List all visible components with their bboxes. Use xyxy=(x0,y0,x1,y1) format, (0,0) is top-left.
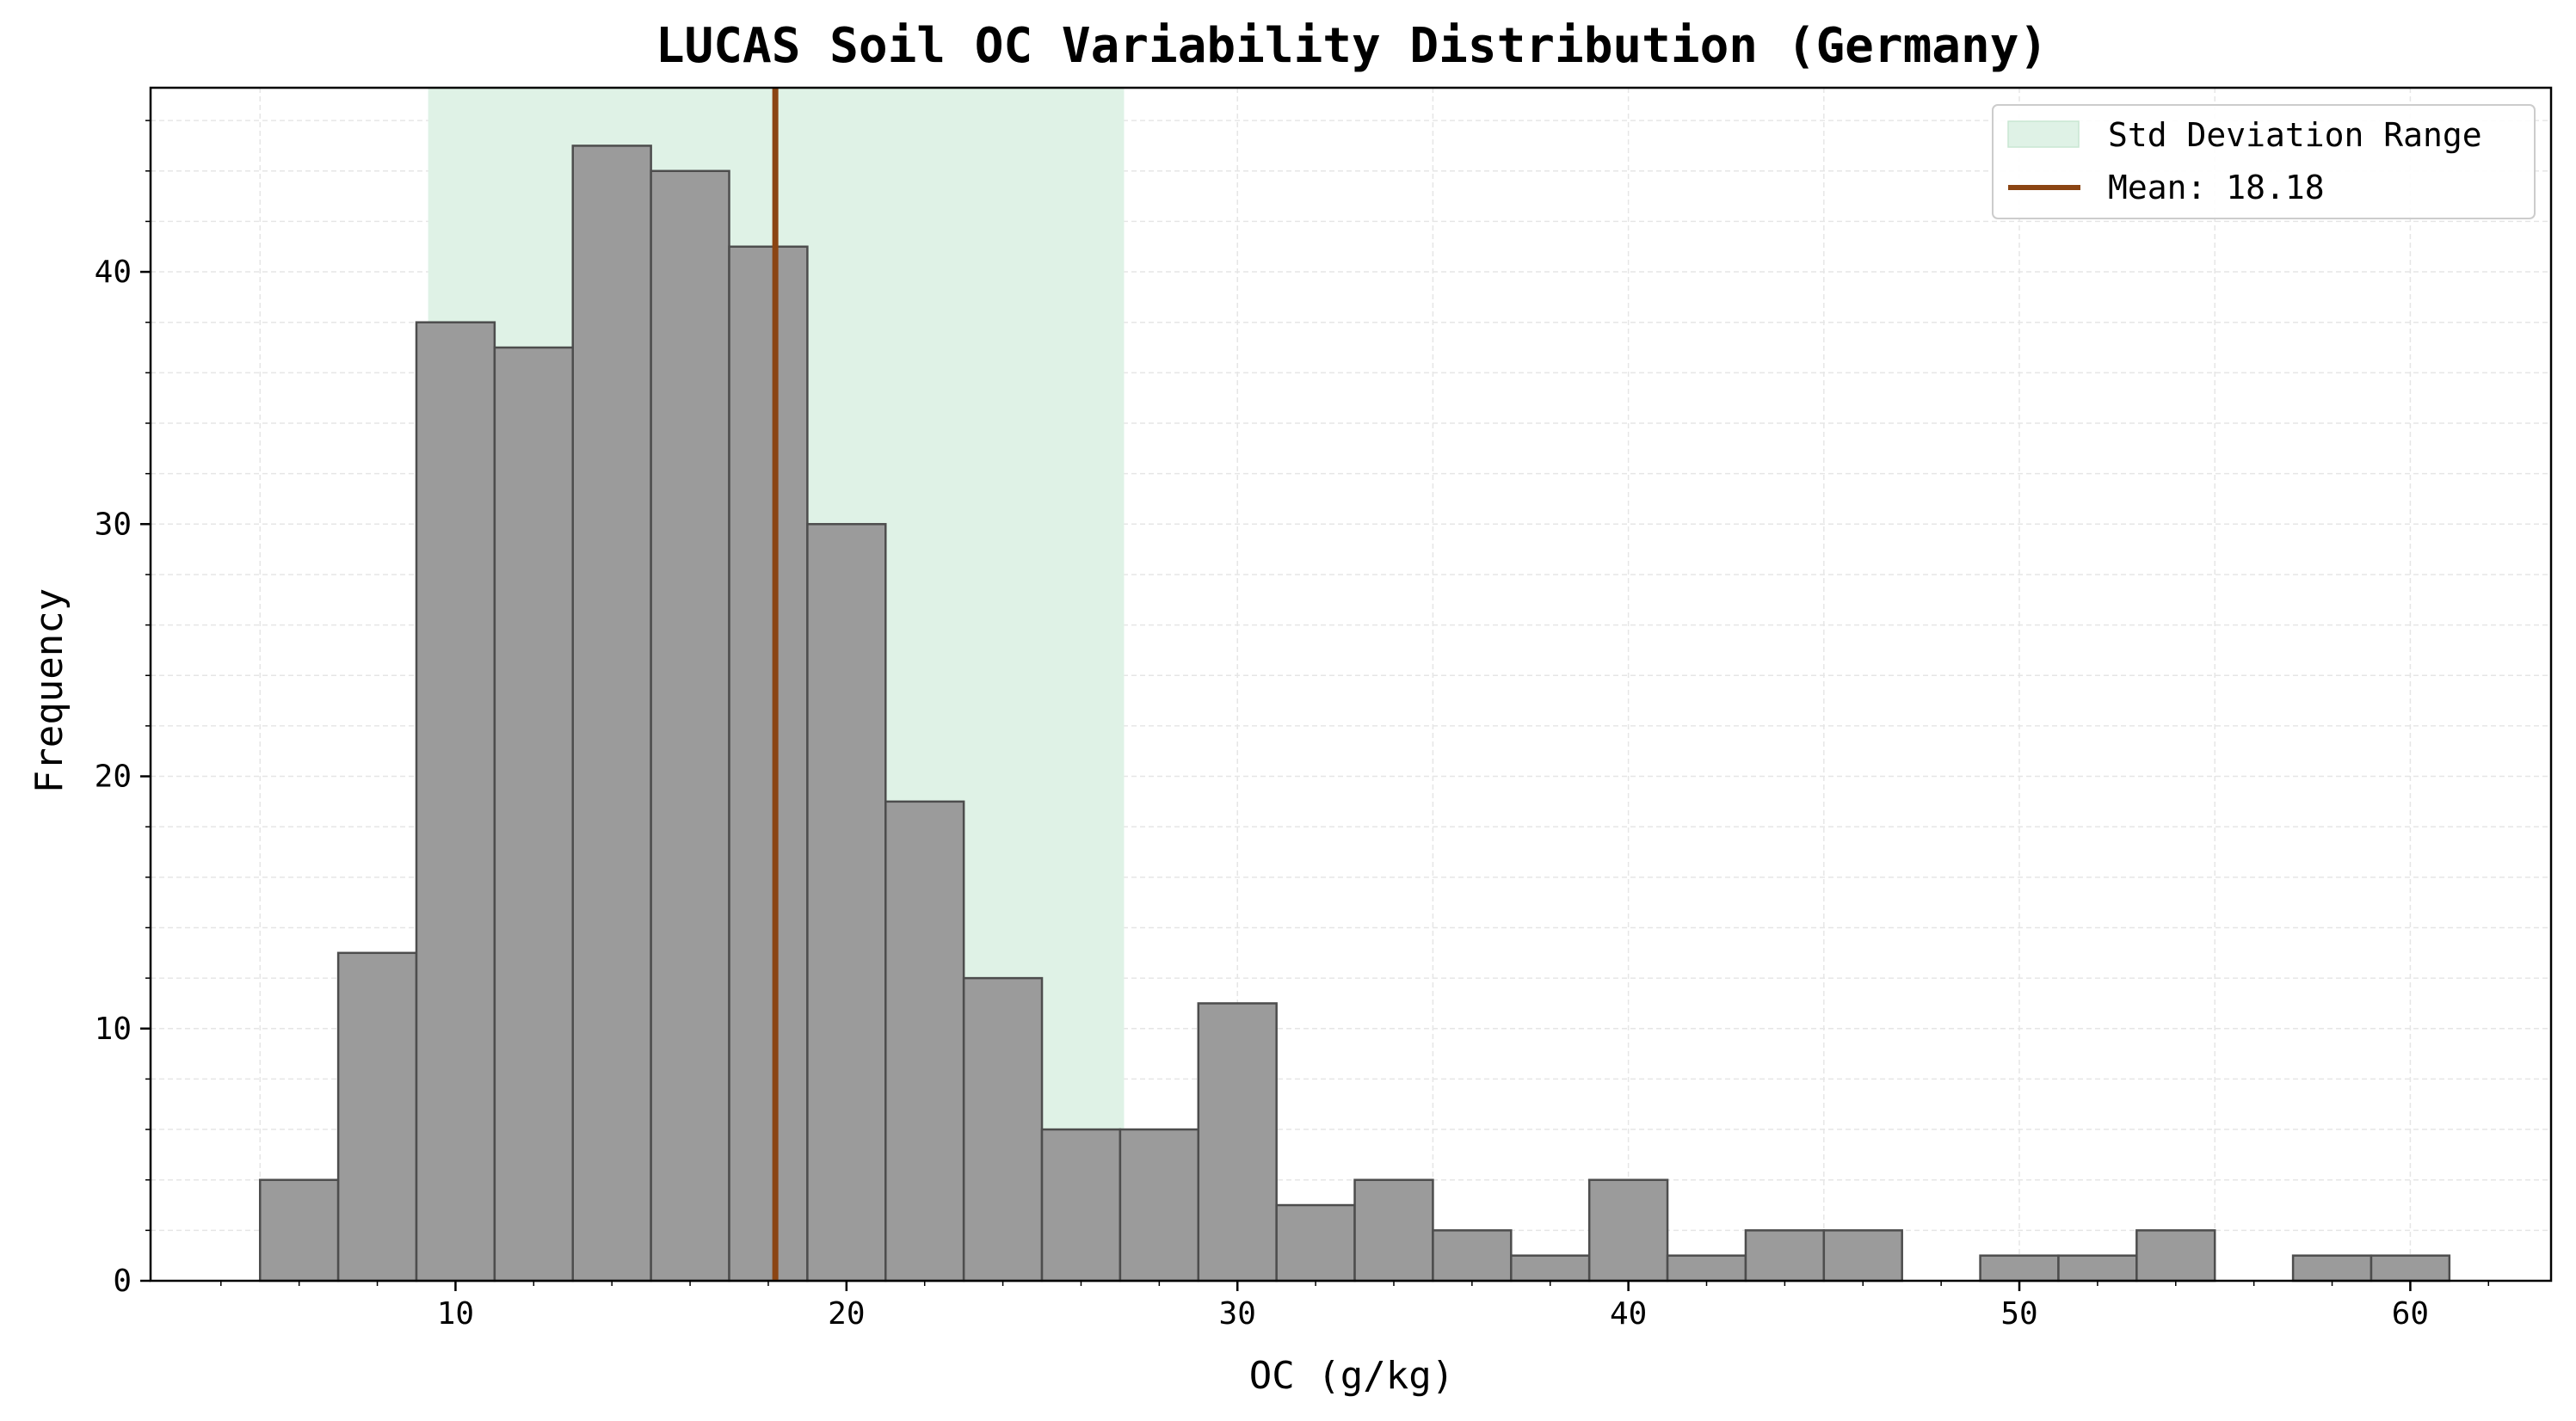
histogram-bar xyxy=(258,1178,340,1283)
histogram-bar xyxy=(1432,1229,1513,1283)
y-tick-label: 40 xyxy=(95,255,132,290)
histogram-bar xyxy=(1666,1254,1747,1283)
x-tick-label: 30 xyxy=(1219,1296,1256,1332)
histogram-bar xyxy=(2370,1254,2451,1283)
chart-title: LUCAS Soil OC Variability Distribution (… xyxy=(656,18,2048,74)
legend-mean-label: Mean: 18.18 xyxy=(2108,169,2325,206)
x-tick-label: 50 xyxy=(2000,1296,2037,1332)
histogram-bar xyxy=(1587,1178,1669,1283)
histogram-bar xyxy=(2057,1254,2138,1283)
plot-frame xyxy=(149,86,2553,1283)
histogram-bar xyxy=(2291,1254,2373,1283)
y-tick-label: 20 xyxy=(95,760,132,795)
histogram-bars xyxy=(258,145,2451,1283)
histogram-bar xyxy=(571,145,652,1283)
legend-std-label: Std Deviation Range xyxy=(2108,116,2482,154)
histogram-bar xyxy=(806,523,887,1283)
histogram-bar xyxy=(1040,1128,1122,1283)
x-tick-label: 40 xyxy=(1610,1296,1647,1332)
y-tick-label: 0 xyxy=(113,1264,132,1299)
histogram-bar xyxy=(962,976,1044,1283)
histogram-bar xyxy=(1822,1229,1903,1283)
histogram-bar xyxy=(728,245,809,1283)
histogram-bar xyxy=(1197,1002,1278,1283)
histogram-bar xyxy=(336,951,418,1283)
axis-ticks: 10 20 30 40 50 60 0 10 20 30 40 xyxy=(95,120,2490,1332)
histogram-bar xyxy=(1744,1229,1826,1283)
histogram-bar xyxy=(1353,1178,1434,1283)
x-tick-label: 20 xyxy=(828,1296,865,1332)
y-axis-label: Frequency xyxy=(28,588,71,793)
legend: Std Deviation Range Mean: 18.18 xyxy=(1992,104,2536,219)
x-tick-label: 10 xyxy=(437,1296,474,1332)
histogram-bar xyxy=(1275,1203,1356,1283)
histogram-bar xyxy=(2135,1229,2216,1283)
histogram-bar xyxy=(1119,1128,1200,1283)
x-axis-label: OC (g/kg) xyxy=(1249,1354,1454,1398)
histogram-bar xyxy=(1510,1254,1591,1283)
histogram-bar xyxy=(650,169,730,1283)
histogram-bar xyxy=(415,321,496,1283)
histogram-bar xyxy=(1979,1254,2060,1283)
legend-std-swatch xyxy=(2007,120,2080,148)
histogram-bar xyxy=(493,346,574,1283)
y-tick-label: 30 xyxy=(95,507,132,542)
y-tick-label: 10 xyxy=(95,1012,132,1047)
legend-box xyxy=(1992,104,2536,219)
x-tick-label: 60 xyxy=(2392,1296,2429,1332)
histogram-bar xyxy=(884,800,965,1283)
